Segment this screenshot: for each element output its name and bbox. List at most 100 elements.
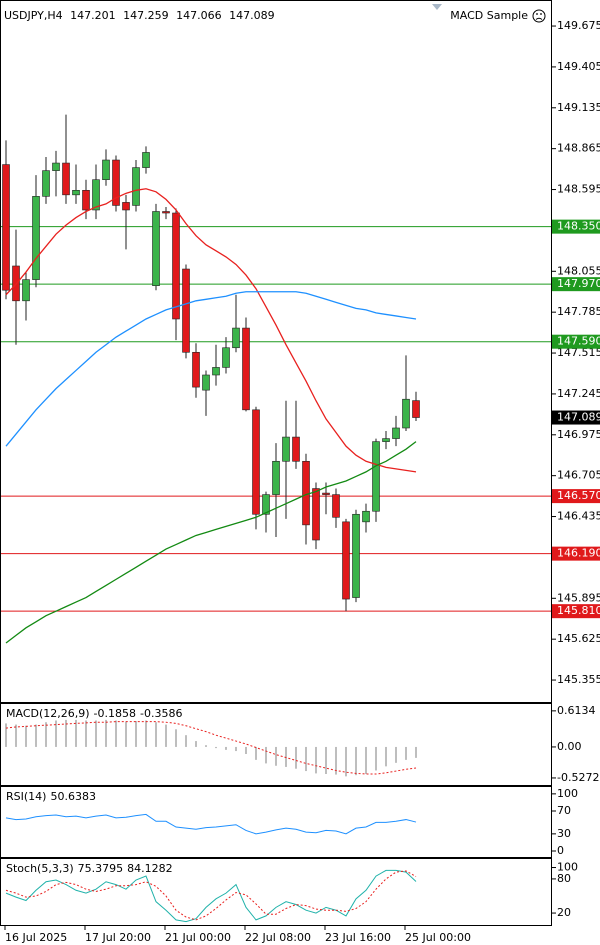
y-tick-label: 148.055	[557, 264, 600, 277]
expert-status-icon[interactable]	[532, 9, 546, 23]
icon-mouth	[535, 17, 543, 20]
current-price-box	[552, 410, 600, 425]
indicator-name: RSI(14)	[6, 790, 46, 803]
candle-body	[102, 159, 110, 181]
main-panel-frame	[0, 0, 552, 703]
y-tick-label: 148.865	[557, 142, 600, 155]
y-tick-label: 20	[557, 906, 571, 919]
current-price-label: 147.089	[557, 411, 600, 424]
y-tick-label: 0.00	[557, 740, 582, 753]
y-tick-label: 149.135	[557, 101, 600, 114]
icon-eye	[540, 13, 542, 15]
indicator-name: Stoch(5,3,3)	[6, 862, 74, 875]
level-label-box	[552, 334, 600, 349]
moving-average	[5, 188, 417, 473]
candle-body	[162, 211, 170, 214]
indicator-line	[5, 870, 417, 921]
candle-body	[62, 162, 70, 196]
icon-face	[532, 9, 546, 23]
indicator-title: RSI(14) 50.6383	[6, 790, 96, 803]
candle-body	[342, 521, 350, 600]
level-label-box	[552, 604, 600, 619]
y-tick-label: 146.975	[557, 428, 600, 441]
candle-body	[352, 513, 360, 598]
level-label-box	[552, 489, 600, 504]
x-tick-label: 21 Jul 00:00	[165, 931, 231, 944]
candle-body	[112, 159, 120, 206]
indicator-name: MACD(12,26,9)	[6, 707, 90, 720]
candle-body	[332, 494, 340, 518]
level-label: 147.970	[557, 277, 600, 290]
shift-marker[interactable]	[432, 4, 442, 10]
low-price: 147.066	[176, 9, 222, 22]
candle-body	[72, 189, 80, 196]
candle-body	[362, 510, 370, 523]
candle-body	[2, 164, 10, 291]
y-tick-label: -0.5272	[557, 771, 599, 784]
level-label: 146.190	[557, 547, 600, 560]
candle-body	[82, 189, 90, 211]
candle-body	[52, 162, 60, 171]
y-tick-label: 0	[557, 844, 564, 857]
y-tick-label: 100	[557, 861, 578, 874]
symbol: USDJPY,H4	[4, 9, 63, 22]
y-tick-label: 147.515	[557, 346, 600, 359]
indicator-value: -0.3586	[140, 707, 182, 720]
candle-body	[92, 179, 100, 211]
chart-header: USDJPY,H4 147.201 147.259 147.066 147.08…	[4, 9, 275, 22]
candle-body	[132, 167, 140, 206]
y-tick-label: 30	[557, 827, 571, 840]
candle-body	[302, 460, 310, 526]
y-tick-label: 145.895	[557, 591, 600, 604]
candle-body	[202, 374, 210, 391]
indicator-value: -0.1858	[94, 707, 136, 720]
candle-body	[212, 367, 220, 376]
y-tick-label: 146.435	[557, 510, 600, 523]
candle-body	[392, 427, 400, 439]
candle-body	[152, 211, 160, 286]
candle-body	[192, 351, 200, 388]
level-label: 148.350	[557, 220, 600, 233]
y-tick-label: 0.6134	[557, 704, 596, 717]
candle-body	[412, 400, 420, 418]
macd-panel-frame	[0, 703, 552, 786]
high-price: 147.259	[123, 9, 169, 22]
stoch-panel-frame	[0, 858, 552, 926]
moving-average	[5, 441, 417, 644]
indicator-line	[5, 813, 417, 835]
level-label: 145.810	[557, 604, 600, 617]
rsi-panel-frame	[0, 786, 552, 858]
y-tick-label: 80	[557, 872, 571, 885]
level-label: 146.570	[557, 489, 600, 502]
expert-name[interactable]: MACD Sample	[450, 9, 528, 22]
candle-body	[242, 327, 250, 411]
close-price: 147.089	[229, 9, 275, 22]
level-label-box	[552, 277, 600, 292]
x-tick-label: 17 Jul 20:00	[85, 931, 151, 944]
y-tick-label: 147.785	[557, 305, 600, 318]
open-price: 147.201	[70, 9, 116, 22]
indicator-line	[5, 869, 417, 923]
y-tick-label: 70	[557, 804, 571, 817]
moving-average	[5, 291, 417, 447]
candle-body	[382, 438, 390, 442]
plot-area: 149.675 149.405 149.135 148.865 148.595 148.0…	[1, 19, 600, 944]
candle-body	[182, 268, 190, 353]
candle-body	[122, 202, 130, 211]
candle-body	[282, 436, 290, 462]
indicator-value: 84.1282	[127, 862, 173, 875]
candle-body	[402, 398, 410, 429]
candle-body	[172, 212, 180, 320]
y-tick-label: 147.245	[557, 387, 600, 400]
indicator-title: MACD(12,26,9) -0.1858 -0.3586	[6, 707, 182, 720]
candle-body	[42, 170, 50, 197]
level-label-box	[552, 546, 600, 561]
candle-body	[232, 327, 240, 349]
x-tick-label: 22 Jul 08:00	[245, 931, 311, 944]
y-tick-label: 149.405	[557, 60, 600, 73]
level-label-box	[552, 219, 600, 234]
y-tick-label: 149.675	[557, 19, 600, 32]
